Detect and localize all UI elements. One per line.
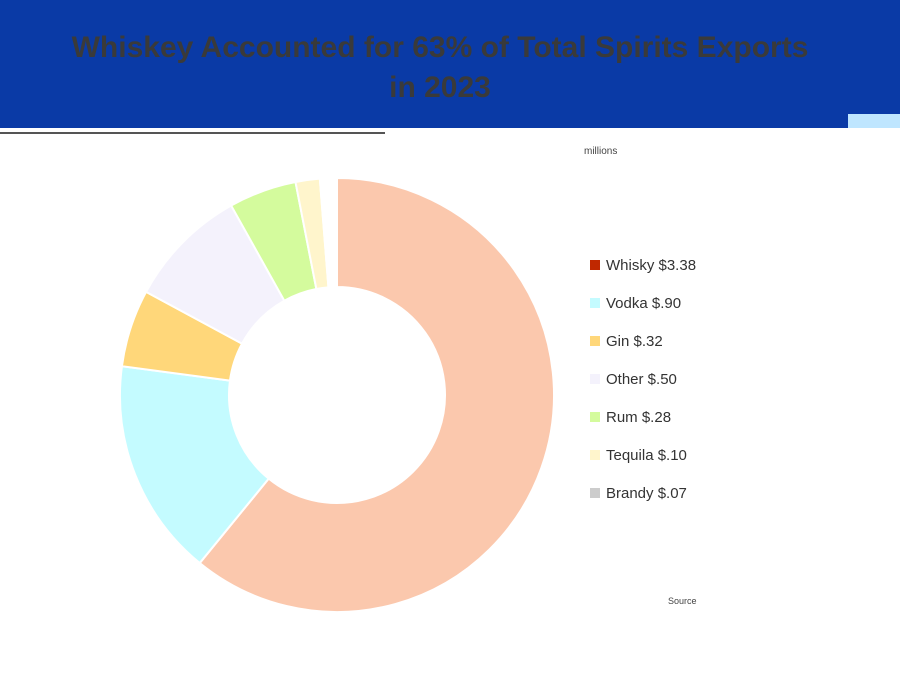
slice-brandy bbox=[318, 176, 338, 289]
divider bbox=[0, 132, 385, 134]
legend-label: Vodka $.90 bbox=[606, 295, 681, 312]
legend-swatch bbox=[590, 374, 600, 384]
title-banner bbox=[0, 0, 900, 128]
units-label: millions bbox=[584, 146, 618, 157]
slice-whisky bbox=[198, 176, 555, 613]
accent-stripe bbox=[848, 114, 900, 128]
source-label: Source bbox=[668, 596, 697, 606]
legend-label: Other $.50 bbox=[606, 371, 677, 388]
legend-label: Gin $.32 bbox=[606, 333, 663, 350]
page-title: Whiskey Accounted for 63% of Total Spiri… bbox=[71, 31, 809, 104]
legend-label: Brandy $.07 bbox=[606, 485, 687, 502]
legend-swatch bbox=[590, 336, 600, 346]
legend-label: Rum $.28 bbox=[606, 409, 671, 426]
legend-swatch bbox=[590, 298, 600, 308]
legend-label: Tequila $.10 bbox=[606, 447, 687, 464]
legend-swatch bbox=[590, 488, 600, 498]
slice-vodka bbox=[119, 365, 271, 565]
legend-label: Whisky $3.38 bbox=[606, 257, 696, 274]
legend-swatch bbox=[590, 412, 600, 422]
legend-swatch bbox=[590, 260, 600, 270]
legend-swatch bbox=[590, 450, 600, 460]
